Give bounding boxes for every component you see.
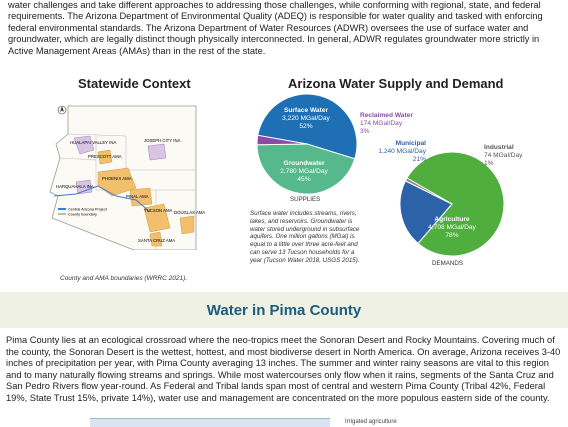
map-label-pinal: PINAL AMA <box>126 194 149 199</box>
map-label-hualapai: HUALAPAI VALLEY INA <box>70 140 116 145</box>
map-caption: County and AMA boundaries (WRRC 2021). <box>60 275 188 282</box>
demands-pie-chart <box>399 151 505 257</box>
demand-label-industrial: Industrial 74 MGal/Day 1% <box>484 144 522 168</box>
demand-municipal-name: Municipal <box>395 140 426 147</box>
demand-industrial-value: 74 MGal/Day <box>484 152 523 159</box>
supply-ground-pct: 45% <box>297 176 311 183</box>
demand-agriculture-value: 4,708 MGal/Day <box>428 224 476 231</box>
demand-agriculture-name: Agriculture <box>434 216 470 223</box>
demands-slice-industrial <box>404 177 453 205</box>
supply-ground-name: Groundwater <box>283 160 325 167</box>
supply-ground-value: 2,780 MGal/Day <box>280 168 328 175</box>
supplies-slice-reclaimed-water <box>256 134 308 146</box>
supply-surface-pct: 52% <box>299 123 313 130</box>
supply-reclaimed-name: Reclaimed Water <box>360 112 413 119</box>
demand-municipal-value: 1,240 MGal/Day <box>378 148 426 155</box>
demand-agriculture-pct: 78% <box>445 232 459 239</box>
supply-label-reclaimed: Reclaimed Water 174 MGal/Day 3% <box>360 112 413 136</box>
supply-surface-name: Surface Water <box>283 107 329 114</box>
supplies-label: SUPPLIES <box>290 196 321 203</box>
pima-map-legend: Irrigated agriculture <box>345 419 397 425</box>
map-label-joseph: JOSEPH CITY INA <box>144 138 181 143</box>
pima-body-text: Pima County lies at an ecological crossr… <box>6 335 561 403</box>
demand-municipal-pct: 21% <box>412 156 426 163</box>
supply-reclaimed-value: 174 MGal/Day <box>360 120 403 127</box>
legend-cap-swatch <box>58 208 66 210</box>
demand-industrial-name: Industrial <box>484 144 514 151</box>
demand-label-municipal: Municipal 1,240 MGal/Day 21% <box>370 140 426 164</box>
supply-demand-title: Arizona Water Supply and Demand <box>288 76 504 91</box>
map-label-santacruz: SANTA CRUZ AMA <box>138 238 175 243</box>
map-label-prescott: PRESCOTT AMA <box>88 154 122 159</box>
demand-label-agriculture: Agriculture 4,708 MGal/Day 78% <box>420 216 484 240</box>
supply-reclaimed-pct: 3% <box>360 128 370 135</box>
map-label-douglas: DOUGLAS AMA <box>174 210 205 215</box>
demands-slice-municipal <box>399 180 453 245</box>
statewide-title: Statewide Context <box>78 76 191 91</box>
legend-county-swatch <box>58 213 66 215</box>
supply-label-surface: Surface Water 3,220 MGal/Day 52% <box>276 107 336 131</box>
map-label-phoenix: PHOENIX AMA <box>102 176 132 181</box>
demands-slice-agriculture <box>406 151 505 257</box>
supply-note: Surface water includes streams, rivers, … <box>250 210 360 264</box>
supply-label-ground: Groundwater 2,780 MGal/Day 45% <box>272 160 336 184</box>
north-arrow-icon <box>57 105 67 115</box>
pima-title: Water in Pima County <box>206 302 362 319</box>
supplies-pie-chart <box>256 93 358 195</box>
demand-industrial-pct: 1% <box>484 160 494 167</box>
arizona-map: HUALAPAI VALLEY INA JOSEPH CITY INA PRES… <box>49 105 205 250</box>
map-label-harquahala: HARQUAHALA INA <box>56 184 94 189</box>
intro-paragraph: water challenges and take different appr… <box>8 0 560 57</box>
map-legend-cap: Central Arizona Project <box>68 208 108 212</box>
map-label-tucson: TUCSON AMA <box>144 208 173 213</box>
pima-banner <box>0 292 568 328</box>
supply-surface-value: 3,220 MGal/Day <box>282 115 330 122</box>
supplies-slice-groundwater <box>256 143 356 195</box>
map-legend-county: County boundary <box>68 213 97 217</box>
pima-map-strip <box>90 418 330 427</box>
intro-text: water challenges and take different appr… <box>8 0 543 56</box>
demands-label: DEMANDS <box>432 260 463 267</box>
supplies-slice-surface-water <box>257 93 358 160</box>
